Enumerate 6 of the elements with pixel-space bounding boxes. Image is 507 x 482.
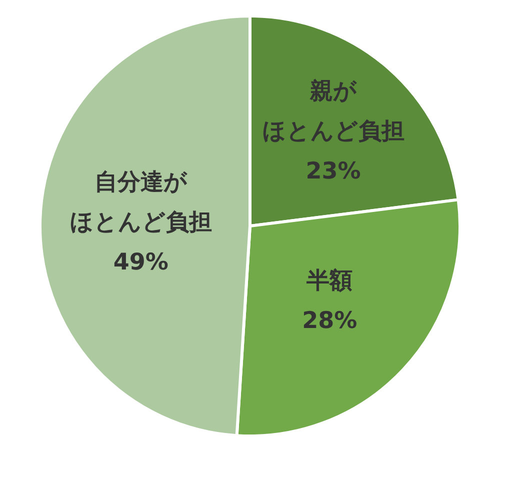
- slice-label: 自分達がほとんど負担: [70, 170, 212, 236]
- data-label: 28%: [302, 308, 358, 334]
- slice-label: 親がほとんど負担: [262, 78, 404, 144]
- slice-label: 半額: [306, 268, 353, 294]
- data-label: 49%: [113, 250, 168, 276]
- data-label: 23%: [306, 158, 361, 184]
